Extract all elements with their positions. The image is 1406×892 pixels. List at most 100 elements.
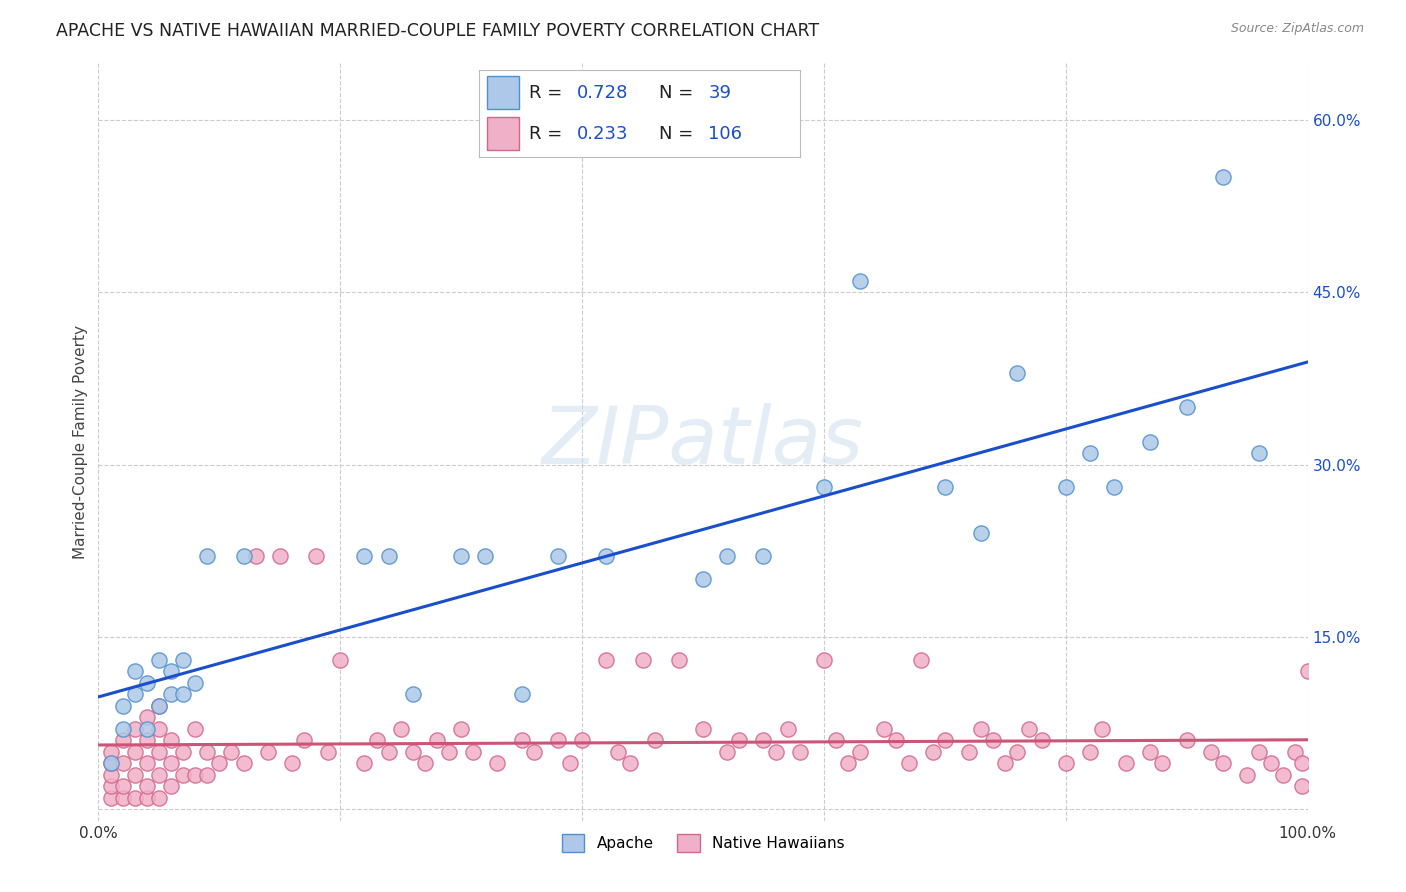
Point (450, 549, 472, 564)
Point (111, 733, 134, 747)
Point (765, 745, 787, 759)
Point (1091, 722, 1114, 736)
Point (692, 573, 714, 587)
Point (100, 756, 122, 771)
Point (934, 733, 956, 747)
Point (910, 653, 932, 667)
Point (281, 756, 304, 771)
Point (353, 756, 375, 771)
Point (111, 779, 134, 793)
Point (135, 722, 157, 736)
Point (1212, 170, 1234, 185)
Point (595, 549, 617, 564)
Point (474, 549, 496, 564)
Point (921, 745, 943, 759)
Text: APACHE VS NATIVE HAWAIIAN MARRIED-COUPLE FAMILY POVERTY CORRELATION CHART: APACHE VS NATIVE HAWAIIAN MARRIED-COUPLE… (56, 22, 820, 40)
Point (366, 733, 388, 747)
Point (1139, 745, 1161, 759)
Point (195, 549, 218, 564)
Point (1018, 722, 1040, 736)
Point (329, 653, 352, 667)
Point (957, 745, 980, 759)
Point (607, 745, 630, 759)
Point (413, 756, 436, 771)
Point (160, 665, 183, 679)
Point (1175, 400, 1198, 414)
Point (100, 790, 122, 805)
Point (1212, 756, 1234, 771)
Point (245, 549, 267, 564)
Point (1291, 756, 1313, 771)
Point (124, 745, 146, 759)
Point (886, 733, 908, 747)
Point (595, 653, 617, 667)
Point (160, 733, 183, 747)
Point (437, 745, 460, 759)
Point (232, 756, 254, 771)
Point (668, 653, 690, 667)
Point (1007, 745, 1029, 759)
Point (1260, 756, 1282, 771)
Point (377, 745, 399, 759)
Point (148, 745, 170, 759)
Point (377, 549, 399, 564)
Point (486, 756, 509, 771)
Text: ZIPatlas: ZIPatlas (541, 402, 865, 481)
Point (1249, 446, 1271, 460)
Point (1054, 481, 1077, 495)
Point (208, 756, 231, 771)
Point (124, 722, 146, 736)
Point (728, 733, 751, 747)
Point (510, 687, 533, 701)
Point (716, 745, 738, 759)
Point (1031, 733, 1053, 747)
Legend: Apache, Native Hawaiians: Apache, Native Hawaiians (555, 828, 851, 858)
Point (934, 481, 956, 495)
Point (135, 779, 157, 793)
Point (111, 698, 134, 713)
Point (148, 698, 170, 713)
Point (148, 653, 170, 667)
Point (135, 790, 157, 805)
Point (825, 733, 848, 747)
Point (837, 756, 859, 771)
Point (135, 756, 157, 771)
Point (256, 745, 278, 759)
Point (1115, 756, 1137, 771)
Point (135, 710, 157, 724)
Point (1272, 767, 1295, 781)
Point (631, 653, 654, 667)
Point (849, 745, 872, 759)
Point (195, 767, 218, 781)
Point (160, 687, 183, 701)
Point (1054, 756, 1077, 771)
Point (124, 790, 146, 805)
Point (353, 549, 375, 564)
Point (172, 687, 194, 701)
Point (558, 756, 581, 771)
Point (305, 549, 328, 564)
Point (184, 722, 207, 736)
Point (1236, 767, 1258, 781)
Point (547, 733, 569, 747)
Point (148, 698, 170, 713)
Point (148, 767, 170, 781)
Point (1291, 779, 1313, 793)
Point (100, 745, 122, 759)
Point (523, 745, 546, 759)
Point (571, 733, 593, 747)
Point (184, 767, 207, 781)
Point (813, 653, 835, 667)
Point (269, 549, 291, 564)
Point (316, 745, 339, 759)
Point (172, 653, 194, 667)
Point (1175, 733, 1198, 747)
Point (232, 549, 254, 564)
Point (897, 756, 920, 771)
Point (100, 767, 122, 781)
Point (402, 745, 425, 759)
Point (1078, 446, 1101, 460)
Point (970, 526, 993, 541)
Point (160, 756, 183, 771)
Point (402, 687, 425, 701)
